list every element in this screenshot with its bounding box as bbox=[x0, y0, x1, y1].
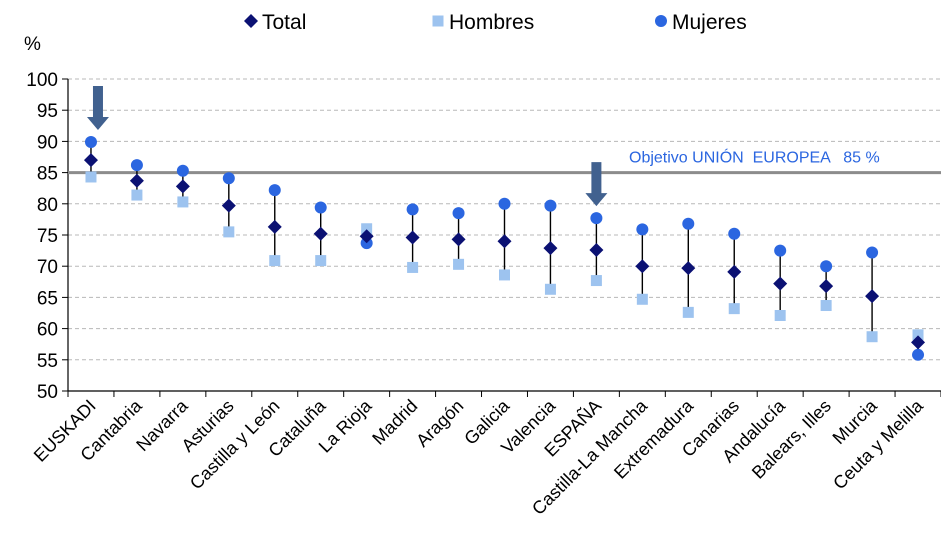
legend-label-hombres: Hombres bbox=[449, 11, 534, 34]
y-tick-label: 80 bbox=[37, 195, 58, 216]
y-tick-label: 95 bbox=[37, 101, 58, 122]
legend-marker-mujeres bbox=[655, 15, 667, 27]
marker-total-espana bbox=[589, 242, 604, 257]
marker-hombres-andalucia bbox=[774, 309, 786, 321]
marker-hombres-galicia bbox=[499, 269, 510, 281]
y-axis: 50 55 60 65 70 75 80 85 90 95 100 bbox=[26, 70, 69, 403]
marker-mujeres-andalucia bbox=[774, 244, 787, 257]
marker-hombres-canarias bbox=[728, 303, 740, 315]
marker-total-canarias bbox=[727, 264, 742, 279]
marker-hombres-euskadi bbox=[85, 171, 97, 183]
y-tick-label: 75 bbox=[37, 226, 58, 247]
marker-hombres-extremadura bbox=[682, 306, 694, 318]
marker-mujeres-asturias bbox=[222, 172, 235, 185]
marker-mujeres-valencia bbox=[544, 199, 557, 212]
y-tick-label: 50 bbox=[37, 382, 58, 403]
y-tick-label: 100 bbox=[26, 70, 58, 91]
marker-mujeres-cantabria bbox=[130, 159, 143, 172]
marker-mujeres-madrid bbox=[406, 203, 419, 216]
reference-line-label: Objetivo UNIÓN EUROPEA 85 % bbox=[629, 148, 880, 167]
legend-marker-total bbox=[244, 14, 258, 28]
y-axis-label: % bbox=[24, 34, 41, 55]
marker-total-balears-illes bbox=[819, 279, 834, 294]
y-tick-label: 65 bbox=[37, 288, 58, 309]
marker-total-ceuta-y-melilla bbox=[911, 335, 926, 350]
marker-mujeres-canarias bbox=[728, 227, 741, 240]
marker-hombres-murcia bbox=[866, 331, 878, 343]
marker-mujeres-extremadura bbox=[682, 217, 695, 230]
marker-mujeres-murcia bbox=[866, 246, 879, 259]
marker-total-la-rioja bbox=[359, 229, 374, 244]
arrow-icon-espana bbox=[585, 162, 608, 207]
marker-total-asturias bbox=[221, 198, 236, 213]
marker-total-valencia bbox=[543, 241, 558, 256]
marker-mujeres-castilla-y-leon bbox=[268, 184, 281, 197]
marker-total-castilla-la-mancha bbox=[635, 259, 650, 274]
marker-total-galicia bbox=[497, 234, 512, 249]
y-tick-label: 60 bbox=[37, 320, 58, 341]
marker-total-aragon bbox=[451, 232, 466, 247]
legend-marker-hombres bbox=[432, 15, 444, 27]
marker-mujeres-castilla-la-mancha bbox=[636, 223, 649, 236]
highlight-arrows bbox=[86, 86, 608, 207]
x-tick-label-aragon: Aragón bbox=[412, 396, 467, 451]
marker-mujeres-balears-illes bbox=[820, 260, 833, 273]
marker-mujeres-navarra bbox=[176, 164, 189, 177]
data-markers bbox=[83, 136, 926, 361]
marker-mujeres-cataluna bbox=[314, 201, 327, 214]
y-tick-label: 70 bbox=[37, 257, 58, 278]
marker-total-euskadi bbox=[83, 153, 98, 168]
marker-mujeres-galicia bbox=[498, 197, 511, 210]
legend: Total Hombres Mujeres bbox=[244, 11, 747, 34]
marker-hombres-castilla-y-leon bbox=[269, 255, 281, 267]
reference-line: Objetivo UNIÓN EUROPEA 85 % bbox=[68, 148, 941, 175]
marker-hombres-ceuta-y-melilla bbox=[912, 329, 924, 341]
marker-total-navarra bbox=[175, 179, 190, 194]
marker-total-cantabria bbox=[129, 173, 144, 188]
marker-total-madrid bbox=[405, 230, 420, 245]
marker-mujeres-ceuta-y-melilla bbox=[912, 348, 925, 361]
marker-hombres-navarra bbox=[177, 196, 189, 208]
legend-label-total: Total bbox=[262, 11, 306, 34]
marker-hombres-asturias bbox=[223, 226, 235, 238]
marker-total-extremadura bbox=[681, 261, 696, 276]
marker-mujeres-aragon bbox=[452, 207, 465, 220]
marker-hombres-cantabria bbox=[131, 189, 143, 201]
marker-hombres-la-rioja bbox=[361, 223, 373, 235]
x-tick-label-madrid: Madrid bbox=[368, 396, 421, 449]
marker-hombres-cataluna bbox=[315, 255, 327, 267]
marker-hombres-castilla-la-mancha bbox=[636, 293, 648, 305]
marker-total-castilla-y-leon bbox=[267, 219, 282, 234]
marker-hombres-balears-illes bbox=[820, 300, 832, 312]
y-tick-label: 55 bbox=[37, 351, 58, 372]
y-tick-label: 85 bbox=[37, 164, 58, 185]
marker-hombres-espana bbox=[590, 275, 602, 287]
x-axis: EUSKADICantabriaNavarraAsturiasCastilla … bbox=[30, 390, 941, 519]
marker-hombres-madrid bbox=[407, 261, 419, 273]
arrow-icon-euskadi bbox=[86, 86, 109, 131]
marker-total-andalucia bbox=[773, 276, 788, 291]
marker-hombres-valencia bbox=[544, 283, 556, 295]
marker-mujeres-espana bbox=[590, 212, 603, 225]
legend-label-mujeres: Mujeres bbox=[672, 11, 747, 34]
marker-mujeres-euskadi bbox=[84, 136, 97, 149]
y-tick-label: 90 bbox=[37, 132, 58, 153]
marker-hombres-aragon bbox=[453, 258, 465, 270]
marker-total-murcia bbox=[865, 289, 880, 304]
marker-total-cataluna bbox=[313, 226, 328, 241]
